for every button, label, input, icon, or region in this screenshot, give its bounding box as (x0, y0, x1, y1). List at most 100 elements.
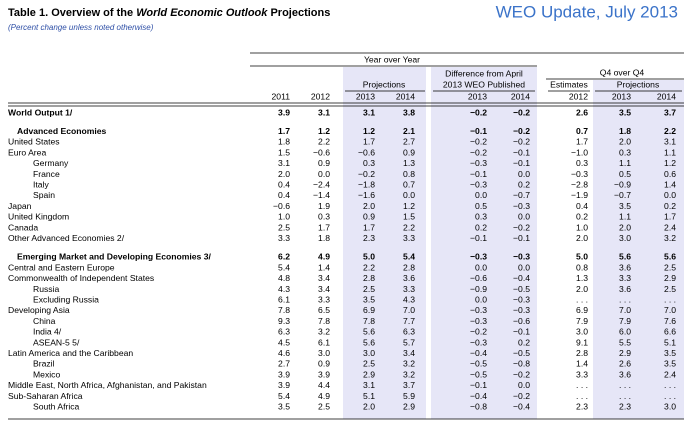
cell: 0.3 (619, 147, 631, 157)
q4-projections-shade (593, 80, 684, 419)
cell: −0.7 (614, 190, 631, 200)
cell: 0.8 (576, 262, 588, 272)
cell: 1.7 (363, 222, 375, 232)
cell: 5.6 (363, 337, 375, 347)
subtitle: (Percent change unless noted otherwise) (8, 23, 154, 32)
cell: 2.0 (363, 401, 375, 411)
cell: 5.0 (363, 252, 375, 262)
cell: 0.2 (475, 222, 487, 232)
cell: 0.7 (576, 126, 588, 136)
group-header: Q4 over Q4 (600, 67, 645, 77)
cell: 3.0 (619, 233, 631, 243)
cell: 3.0 (363, 348, 375, 358)
cell: −0.6 (513, 316, 530, 326)
cell: −0.3 (513, 305, 530, 315)
cell: 4.3 (403, 294, 415, 304)
cell: −0.1 (470, 126, 487, 136)
cell: 6.1 (318, 337, 330, 347)
cell: −0.3 (513, 252, 530, 262)
cell: −0.3 (571, 169, 588, 179)
cell: . . . (664, 294, 676, 304)
cell: . . . (619, 391, 631, 401)
cell: 6.5 (318, 305, 330, 315)
row-label: Japan (8, 201, 32, 211)
cell: 6.0 (619, 327, 631, 337)
cell: 3.1 (278, 158, 290, 168)
cell: −0.2 (513, 369, 530, 379)
group-header: Projections (363, 79, 406, 89)
cell: 0.3 (363, 158, 375, 168)
cell: 1.1 (664, 147, 676, 157)
cell: 1.8 (318, 233, 330, 243)
cell: 3.9 (278, 107, 290, 117)
cell: 3.3 (576, 369, 588, 379)
cell: 3.0 (318, 348, 330, 358)
projections-shade (343, 67, 426, 419)
cell: −0.3 (513, 294, 530, 304)
cell: 1.8 (619, 126, 631, 136)
cell: 9.3 (278, 316, 290, 326)
cell: 2.5 (363, 359, 375, 369)
cell: 7.0 (664, 305, 676, 315)
cell: 6.3 (278, 327, 290, 337)
cell: 2.0 (619, 137, 631, 147)
group-header: Estimates (550, 79, 588, 89)
group-header: Year over Year (364, 54, 420, 64)
cell: 0.0 (318, 169, 330, 179)
cell: 3.7 (403, 380, 415, 390)
row-label: Euro Area (8, 147, 46, 157)
table-title: Table 1. Overview of the World Economic … (8, 7, 330, 19)
cell: 2.0 (619, 222, 631, 232)
cell: 3.0 (664, 401, 676, 411)
cell: 2.5 (278, 222, 290, 232)
year-header: 2012 (311, 91, 330, 101)
row-label: France (33, 169, 60, 179)
row-label: China (33, 316, 56, 326)
cell: 0.9 (363, 212, 375, 222)
cell: 3.6 (619, 262, 631, 272)
cell: 1.5 (403, 212, 415, 222)
cell: 3.6 (619, 284, 631, 294)
cell: 3.2 (403, 359, 415, 369)
cell: −1.8 (358, 179, 375, 189)
cell: 0.5 (475, 201, 487, 211)
cell: . . . (576, 380, 588, 390)
cell: 3.0 (576, 327, 588, 337)
cell: 3.5 (619, 107, 631, 117)
cell: 3.5 (278, 401, 290, 411)
group-header: Projections (617, 79, 660, 89)
row-label: Spain (33, 190, 55, 200)
row-label: Canada (8, 222, 38, 232)
cell: 1.3 (576, 273, 588, 283)
cell: 7.8 (363, 316, 375, 326)
cell: 2.0 (278, 169, 290, 179)
row-label: Mexico (33, 369, 60, 379)
row-label: Advanced Economies (17, 126, 107, 136)
cell: 2.0 (576, 284, 588, 294)
cell: 1.2 (403, 201, 415, 211)
cell: 0.0 (475, 190, 487, 200)
cell: 9.1 (576, 337, 588, 347)
cell: −1.4 (313, 190, 330, 200)
year-header: 2014 (396, 91, 415, 101)
cell: 3.1 (318, 107, 330, 117)
cell: −0.2 (358, 169, 375, 179)
cell: −0.2 (470, 327, 487, 337)
cell: 1.0 (278, 212, 290, 222)
cell: 0.0 (475, 294, 487, 304)
cell: −0.2 (470, 107, 487, 117)
cell: −1.0 (571, 147, 588, 157)
cell: −0.3 (470, 316, 487, 326)
cell: 2.9 (403, 401, 415, 411)
cell: 2.2 (403, 222, 415, 232)
cell: 0.5 (619, 169, 631, 179)
group-header: Difference from April (445, 68, 523, 78)
row-label: Excluding Russia (33, 294, 99, 304)
cell: 2.9 (619, 348, 631, 358)
cell: 5.6 (664, 252, 676, 262)
cell: . . . (619, 294, 631, 304)
cell: 1.2 (363, 126, 375, 136)
cell: 3.5 (619, 201, 631, 211)
cell: −0.1 (470, 233, 487, 243)
cell: 0.9 (403, 147, 415, 157)
